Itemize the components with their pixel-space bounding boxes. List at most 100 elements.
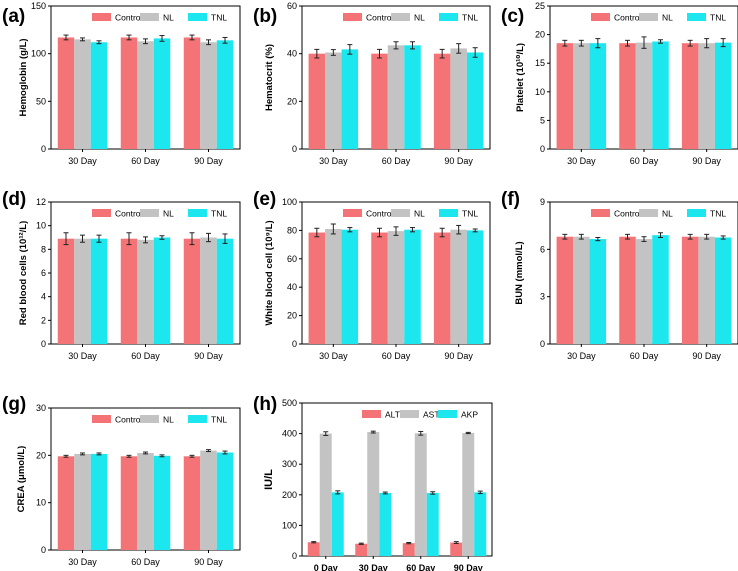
bar-control (120, 238, 138, 344)
bar-control (57, 37, 75, 149)
legend-swatch (391, 209, 410, 217)
y-tick-label: 15 (535, 58, 545, 68)
bar-akp (474, 492, 487, 556)
y-tick-label: 8 (41, 244, 46, 254)
x-tick-label: 90 Day (692, 156, 721, 166)
x-tick-label: 30 Day (68, 351, 97, 361)
bar-control (556, 236, 574, 344)
y-tick-label: 0 (41, 339, 46, 349)
bar-control (619, 236, 636, 344)
bar-control (433, 53, 451, 149)
panel-b: (b) 0 20 40 60 Hematocrit (%) 30 Day 60 Day 90 D… (253, 1, 491, 166)
bar-control (308, 232, 326, 344)
bar-control (183, 37, 201, 149)
legend-label: ALT (385, 410, 400, 420)
legend-label: NL (414, 209, 425, 219)
x-tick-label: 60 Day (406, 563, 435, 571)
bar-tnl (216, 238, 234, 344)
y-tick-label: 0 (41, 545, 46, 555)
legend-swatch (439, 209, 458, 217)
bar-control (183, 456, 201, 550)
x-tick-label: 30 Day (359, 563, 388, 571)
y-axis-label: Hemoglobin (g/L) (18, 38, 29, 116)
y-axis-label: Platelet (10¹⁰/L) (515, 43, 526, 112)
bar-control (120, 456, 138, 550)
bar-control (681, 236, 699, 344)
bar-nl (200, 450, 217, 550)
bar-nl (698, 236, 715, 344)
legend-swatch (687, 209, 706, 217)
legend-label: Control (115, 415, 143, 425)
bar-tnl (153, 38, 171, 150)
legend-label: Control (614, 209, 642, 219)
bar-nl (573, 43, 590, 149)
panel-a: (a) 0 50 100 150 Hemoglobin (g/L) 30 Day 60 Day… (2, 1, 241, 166)
y-tick-label: 20 (535, 30, 545, 40)
x-tick-label: 60 Day (382, 351, 411, 361)
bar-nl (200, 237, 217, 344)
bar-nl (698, 43, 715, 149)
legend-label: NL (414, 13, 425, 23)
panel-g: (g) 0 10 20 30 CREA (μmol/L) 30 Day 60 Day 90 Da… (2, 394, 241, 567)
panel-letter: (h) (253, 394, 277, 415)
y-tick-label: 200 (282, 490, 297, 500)
legend-swatch (92, 13, 111, 21)
y-tick-label: 500 (282, 398, 297, 408)
legend-label: Control (614, 13, 642, 23)
bar-nl (74, 39, 91, 149)
panel-letter: (a) (2, 6, 25, 27)
bar-tnl (404, 229, 421, 344)
bar-ast (462, 432, 475, 556)
legend-label: TNL (710, 13, 726, 23)
x-tick-label: 60 Day (131, 156, 160, 166)
bar-akp (426, 492, 439, 556)
y-tick-label: 6 (41, 268, 46, 278)
bar-tnl (466, 230, 484, 344)
bar-alt (355, 543, 368, 556)
bar-ast (319, 433, 332, 556)
legend-label: TNL (710, 209, 726, 219)
y-axis-label: Red blood cells (10¹²/L) (18, 221, 29, 326)
y-tick-label: 60 (287, 254, 297, 264)
bar-alt (307, 542, 320, 556)
bar-akp (331, 492, 344, 556)
legend-label: TNL (211, 209, 227, 219)
legend-label: TNL (211, 415, 227, 425)
y-axis-label: White blood cell (10⁹/L) (264, 220, 275, 325)
y-tick-label: 9 (540, 197, 545, 207)
bar-nl (74, 238, 91, 344)
legend-label: TNL (462, 13, 478, 23)
legend-swatch (188, 13, 207, 21)
panel-h: (h) 0 100 200 300 400 500 IU/L 0 Day 30 Day 60 Day… (253, 394, 493, 571)
y-tick-label: 0 (292, 551, 297, 561)
y-tick-label: 6 (540, 244, 545, 254)
plot-frame (301, 402, 493, 557)
legend-label: Control (115, 13, 143, 23)
bar-nl (450, 48, 467, 149)
bar-tnl (341, 49, 359, 150)
y-tick-label: 5 (540, 115, 545, 125)
bar-control (619, 43, 636, 149)
bar-nl (387, 231, 405, 344)
x-tick-label: 90 Day (194, 557, 223, 567)
bar-control (120, 37, 138, 149)
x-tick-label: 60 Day (630, 351, 659, 361)
legend-swatch (362, 410, 381, 418)
legend-swatch (188, 209, 207, 217)
bar-control (57, 238, 75, 344)
y-tick-label: 4 (41, 292, 46, 302)
legend-swatch (140, 415, 159, 423)
y-tick-label: 400 (282, 429, 297, 439)
bar-control (433, 232, 451, 344)
panel-letter: (g) (2, 394, 26, 415)
y-tick-label: 30 (36, 403, 46, 413)
bar-tnl (714, 42, 732, 149)
x-tick-label: 60 Day (382, 156, 411, 166)
bar-ast (414, 433, 427, 556)
bar-nl (325, 228, 342, 344)
bar-control (57, 456, 75, 550)
y-tick-label: 10 (535, 87, 545, 97)
x-tick-label: 90 Day (444, 351, 473, 361)
y-tick-label: 10 (36, 498, 46, 508)
